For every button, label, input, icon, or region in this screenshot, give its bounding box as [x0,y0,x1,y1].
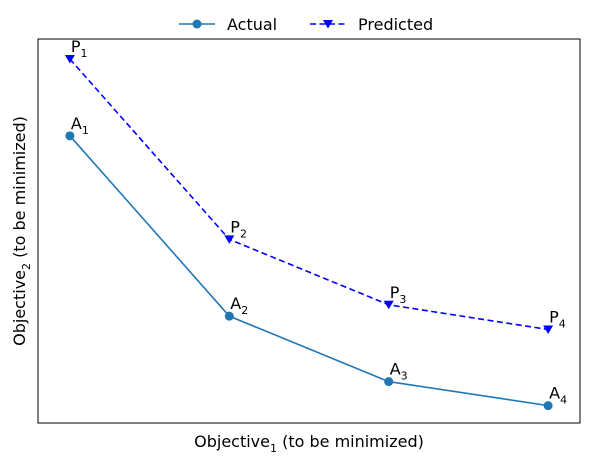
point-predicted-1 [64,55,75,64]
point-label-a2: A2 [230,294,248,317]
x-axis-label: Objective1 (to be minimized) [194,432,424,455]
point-label-a1: A1 [71,114,89,137]
series-actual [65,131,553,411]
point-actual-2 [224,311,234,321]
point-actual-1 [65,131,75,141]
legend-label-actual: Actual [227,15,277,34]
series-predicted [64,55,554,335]
legend-item-actual: Actual [179,15,277,34]
point-label-p1: P1 [71,37,88,60]
point-actual-4 [543,401,553,411]
point-label-p4: P4 [549,308,566,331]
legend: Actual Predicted [179,15,433,34]
point-label-p2: P2 [230,217,247,240]
point-predicted-4 [543,325,554,335]
legend-item-predicted: Predicted [310,15,433,34]
point-predicted-2 [224,235,235,244]
point-actual-3 [384,377,394,387]
legend-label-predicted: Predicted [358,15,433,34]
point-labels: A1 A2 A3 A4 P1 P2 P3 P4 [71,37,567,407]
point-label-p3: P3 [390,283,407,306]
series-layer [64,55,554,411]
point-label-a3: A3 [390,360,408,383]
legend-marker-actual [192,19,202,29]
series-line-actual [69,135,549,407]
legend-marker-predicted [323,20,333,29]
series-line-predicted [69,58,549,331]
point-predicted-3 [383,300,394,310]
plot-area [37,38,581,424]
y-axis-label: Objective2 (to be minimized) [10,116,33,346]
point-label-a4: A4 [549,384,567,407]
